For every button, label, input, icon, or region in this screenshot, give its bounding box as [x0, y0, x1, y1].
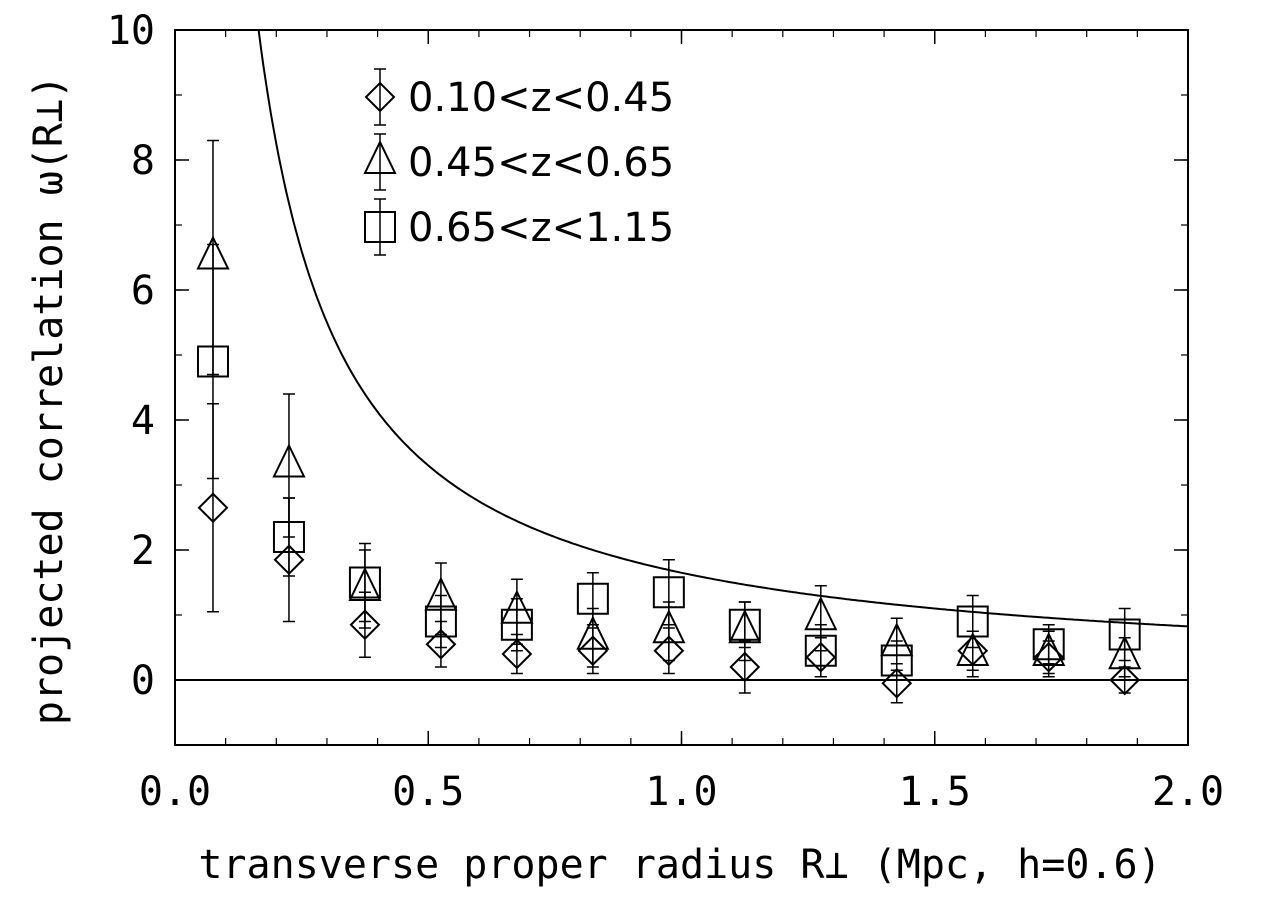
data-point-square — [1108, 618, 1141, 651]
legend-marker-diamond — [364, 81, 396, 113]
y-tick-label: 0 — [131, 658, 155, 704]
data-point-square — [196, 345, 229, 378]
data-point-diamond — [501, 638, 533, 670]
y-axis-title: projected correlation ω(R⊥) — [26, 75, 72, 725]
x-tick-label: 1.5 — [899, 769, 971, 815]
data-point-square — [804, 634, 837, 667]
data-point-diamond — [349, 609, 381, 641]
x-axis-title: transverse proper radius R⊥ (Mpc, h=0.6) — [198, 842, 1161, 888]
data-point-triangle — [1108, 634, 1142, 670]
legend-marker-square — [364, 211, 396, 243]
data-point-diamond — [729, 651, 761, 683]
data-point-square — [272, 521, 305, 553]
legend-label: 0.45<z<0.65 — [408, 140, 674, 186]
data-point-diamond — [881, 667, 913, 699]
reference-lines — [175, 29, 1189, 681]
x-tick-label: 1.0 — [645, 769, 717, 815]
y-tick-label: 10 — [107, 8, 155, 54]
data-point-square — [348, 566, 381, 599]
axes: 0.0 0.5 1.0 1.5 2.0 0 2 4 6 8 10 — [107, 8, 1224, 815]
x-tick-label: 0.5 — [392, 769, 464, 815]
data-point-triangle — [576, 615, 610, 650]
data-point-square — [424, 605, 457, 638]
legend: 0.10<z<0.45 0.45<z<0.65 0.65<z<1.15 — [363, 68, 674, 256]
y-tick-label: 4 — [131, 398, 155, 444]
data-point-square — [1032, 628, 1065, 661]
x-tick-label: 0.0 — [139, 769, 211, 815]
data-point-square — [880, 644, 913, 677]
data-point-triangle — [652, 608, 686, 644]
data-point-triangle — [272, 443, 306, 478]
data-point-diamond — [197, 492, 229, 524]
legend-marker-triangle — [363, 139, 397, 174]
data-point-square — [728, 608, 761, 641]
data-point-triangle — [956, 631, 990, 666]
data-point-square — [576, 582, 609, 615]
data-point-diamond — [653, 635, 685, 667]
data-point-triangle — [1032, 631, 1066, 666]
y-tick-label: 8 — [131, 138, 155, 184]
y-tick-label: 6 — [131, 268, 155, 314]
series-square — [196, 243, 1141, 681]
data-point-square — [652, 576, 685, 609]
legend-label: 0.10<z<0.45 — [408, 75, 674, 121]
model-curve — [257, 29, 1189, 628]
data-point-diamond — [425, 628, 457, 660]
y-tick-label: 2 — [131, 528, 155, 574]
legend-label: 0.65<z<1.15 — [408, 205, 674, 251]
data-point-diamond — [1109, 664, 1141, 696]
x-tick-label: 2.0 — [1152, 769, 1224, 815]
data-series — [196, 139, 1142, 704]
data-point-square — [956, 605, 989, 638]
data-point-square — [500, 608, 533, 641]
